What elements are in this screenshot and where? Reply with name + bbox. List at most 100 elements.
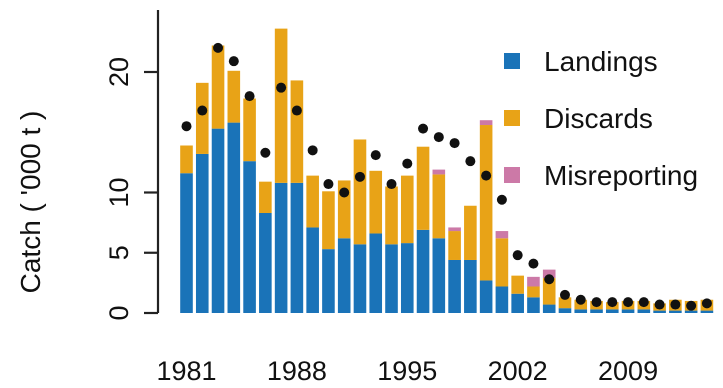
bar-misreporting-2001: [495, 231, 509, 239]
bar-landings-2011: [653, 310, 666, 313]
point-2013: [686, 300, 697, 311]
point-1983: [213, 42, 224, 53]
bar-landings-1985: [243, 161, 256, 313]
bar-landings-2012: [669, 310, 682, 313]
point-1992: [354, 171, 365, 182]
bar-landings-1987: [274, 182, 288, 313]
bar-landings-1988: [290, 182, 304, 313]
bar-landings-2007: [590, 309, 603, 313]
point-2012: [670, 299, 681, 310]
bar-landings-1981: [180, 173, 193, 313]
bar-discards-1990: [322, 191, 335, 250]
bar-landings-1993: [369, 233, 383, 313]
point-2000: [481, 170, 492, 181]
point-1993: [370, 150, 381, 161]
bar-landings-2004: [542, 304, 556, 313]
point-2010: [638, 297, 649, 308]
point-2005: [559, 289, 570, 300]
bar-landings-1994: [385, 244, 398, 313]
bar-discards-1993: [369, 170, 383, 234]
point-2001: [496, 194, 507, 205]
point-2009: [623, 297, 634, 308]
y-tick-label-5: 5: [104, 245, 134, 260]
point-2002: [512, 250, 523, 261]
point-2006: [575, 294, 586, 305]
point-1996: [418, 123, 429, 134]
bar-misreporting-1998: [448, 227, 461, 232]
bar-discards-1995: [400, 175, 414, 244]
bar-landings-1989: [306, 227, 319, 313]
bar-misreporting-1997: [432, 169, 446, 175]
point-2014: [701, 298, 712, 309]
bar-landings-1986: [259, 212, 272, 313]
point-1985: [244, 91, 255, 102]
x-tick-label-2009: 2009: [598, 356, 658, 386]
bar-landings-1983: [211, 128, 225, 313]
point-2003: [528, 258, 539, 269]
bar-landings-1991: [337, 238, 351, 313]
bar-discards-1985: [243, 98, 256, 162]
point-1990: [323, 179, 334, 190]
bar-discards-1999: [464, 205, 477, 260]
bar-discards-1987: [274, 28, 288, 183]
bar-landings-1995: [400, 243, 414, 313]
legend: Landings Discards Misreporting: [504, 46, 698, 191]
point-2007: [591, 297, 602, 308]
bar-discards-2003: [527, 286, 540, 298]
legend-swatch-landings: [504, 53, 520, 69]
bar-discards-1994: [385, 186, 398, 245]
bar-discards-2002: [511, 275, 524, 294]
bar-landings-2009: [621, 309, 635, 313]
bar-landings-1998: [448, 259, 461, 313]
bar-landings-1997: [432, 238, 446, 313]
bar-discards-2001: [495, 238, 509, 287]
point-1981: [181, 121, 192, 132]
bars-layer: [180, 28, 714, 313]
point-1991: [339, 187, 350, 198]
y-tick-label-0: 0: [104, 305, 134, 320]
point-1984: [228, 56, 239, 67]
point-1986: [260, 147, 271, 158]
point-1994: [386, 179, 397, 190]
bar-misreporting-2003: [527, 276, 540, 287]
bar-landings-2014: [700, 310, 714, 313]
bar-landings-1992: [353, 244, 367, 313]
point-1999: [465, 156, 476, 167]
bar-landings-2003: [527, 297, 540, 313]
bar-discards-1998: [448, 231, 461, 260]
bar-misreporting-2000: [479, 120, 493, 126]
legend-label-landings: Landings: [544, 46, 658, 77]
bar-landings-2008: [605, 309, 619, 313]
point-1987: [276, 82, 287, 93]
points-layer: [181, 42, 712, 311]
bar-landings-1999: [464, 259, 477, 313]
point-1988: [291, 105, 302, 116]
bar-landings-1982: [195, 153, 209, 313]
point-2008: [607, 297, 618, 308]
bar-discards-1981: [180, 145, 193, 174]
bar-landings-2005: [558, 308, 572, 313]
bar-discards-2005: [558, 297, 572, 309]
legend-label-misreporting: Misreporting: [544, 160, 698, 191]
point-2011: [654, 299, 665, 310]
legend-swatch-discards: [504, 110, 520, 126]
legend-swatch-misreporting: [504, 167, 520, 183]
point-1989: [307, 145, 318, 156]
x-tick-label-2002: 2002: [488, 356, 548, 386]
bar-discards-1997: [432, 174, 446, 239]
bar-discards-2000: [479, 125, 493, 281]
point-1997: [433, 132, 444, 143]
bar-landings-2006: [574, 309, 588, 313]
y-axis-label: Catch ( '000 t ): [15, 111, 46, 294]
bar-discards-1989: [306, 175, 319, 228]
point-1998: [449, 138, 460, 149]
bar-landings-2002: [511, 293, 524, 313]
y-tick-label-20: 20: [104, 57, 134, 87]
bar-discards-1983: [211, 45, 225, 129]
bar-discards-1988: [290, 80, 304, 183]
x-tick-label-1981: 1981: [156, 356, 216, 386]
bar-misreporting-2004: [542, 269, 556, 279]
axes: 0 5 10 20 Catch ( '000 t ) 1981 1988 1995 2002 20…: [15, 10, 658, 386]
